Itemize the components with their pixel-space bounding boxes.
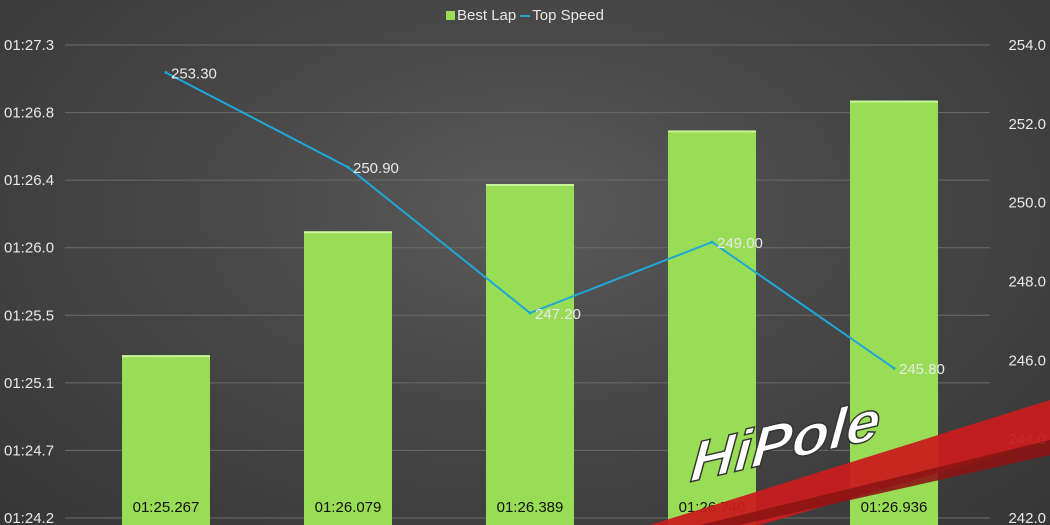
left-tick-label: 01:25.5 [4, 307, 54, 324]
right-tick-label: 246.0 [1008, 352, 1046, 369]
bar-data-labels: 01:25.26701:26.07901:26.38901:26.74001:2… [133, 499, 928, 516]
bar-data-label: 01:26.936 [861, 499, 928, 516]
left-tick-label: 01:26.8 [4, 105, 54, 122]
right-tick-label: 252.0 [1008, 116, 1046, 133]
line-data-labels: 253.30 250.90 247.20 249.00 245.80 [171, 66, 945, 379]
bar-data-label: 01:26.389 [497, 499, 564, 516]
left-tick-label: 01:24.2 [4, 510, 54, 525]
left-tick-label: 01:27.3 [4, 37, 54, 54]
bar-highlight [850, 100, 938, 103]
left-tick-label: 01:25.1 [4, 375, 54, 392]
bar-series [122, 100, 938, 525]
bar-highlight [668, 130, 756, 133]
legend-swatch-bar [446, 11, 456, 20]
line-data-label: 247.20 [535, 306, 581, 323]
bar-data-label: 01:25.267 [133, 499, 200, 516]
line-point [710, 240, 714, 244]
line-data-label: 245.80 [899, 361, 945, 378]
line-point [164, 71, 168, 75]
bar [668, 130, 756, 525]
line-point [892, 366, 896, 370]
line-point [346, 165, 350, 169]
bar [122, 355, 210, 525]
bar-data-label: 01:26.079 [315, 499, 382, 516]
right-tick-label: 254.0 [1008, 37, 1046, 54]
legend-item-best-lap: Best Lap [446, 7, 516, 24]
left-tick-label: 01:24.7 [4, 442, 54, 459]
bar-highlight [486, 184, 574, 187]
line-data-label: 253.30 [171, 66, 217, 83]
left-tick-label: 01:26.0 [4, 240, 54, 257]
bar [486, 184, 574, 525]
line-point [528, 311, 532, 315]
legend-item-top-speed: Top Speed [520, 7, 604, 24]
legend-label-top-speed: Top Speed [532, 7, 604, 24]
right-tick-label: 242.0 [1008, 510, 1046, 525]
line-data-label: 250.90 [353, 160, 399, 177]
bar-highlight [304, 231, 392, 234]
line-series [164, 71, 896, 370]
legend-label-best-lap: Best Lap [457, 7, 517, 24]
left-tick-label: 01:26.4 [4, 172, 54, 189]
line-data-label: 249.00 [717, 235, 763, 252]
left-axis: 01:24.2 01:24.7 01:25.1 01:25.5 01:26.0 01:26… [4, 37, 54, 525]
bar [304, 231, 392, 525]
bar-highlight [122, 355, 210, 358]
right-tick-label: 250.0 [1008, 195, 1046, 212]
right-tick-label: 248.0 [1008, 274, 1046, 291]
legend-swatch-line [520, 14, 531, 17]
legend: Best Lap Top Speed [0, 7, 1050, 24]
